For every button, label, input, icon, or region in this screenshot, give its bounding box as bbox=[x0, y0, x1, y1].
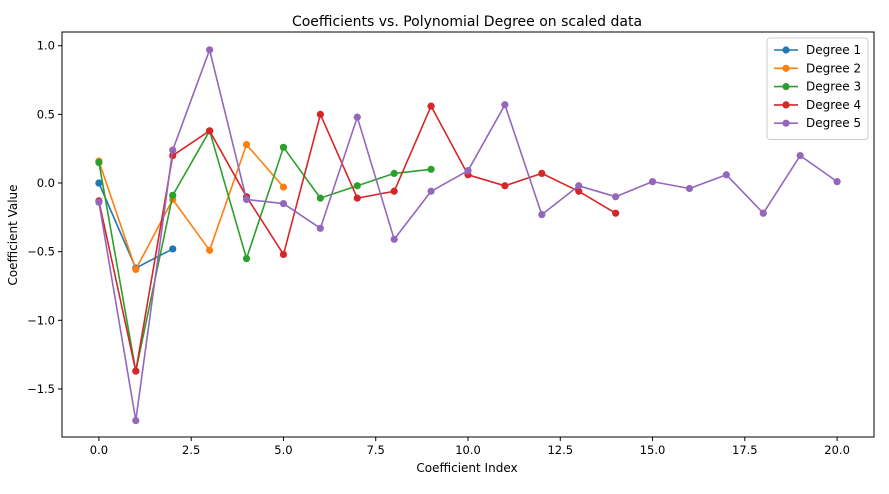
legend-label: Degree 1 bbox=[806, 43, 861, 57]
series-line bbox=[98, 143, 285, 271]
series-line bbox=[98, 105, 617, 372]
x-tick-label: 15.0 bbox=[640, 443, 666, 457]
x-tick-label: 12.5 bbox=[547, 443, 573, 457]
data-point bbox=[501, 182, 509, 190]
data-point bbox=[169, 146, 177, 154]
data-point bbox=[353, 182, 361, 190]
y-axis-label: Coefficient Value bbox=[6, 184, 20, 285]
data-point bbox=[279, 200, 288, 208]
series-line bbox=[98, 48, 838, 422]
plot-area bbox=[95, 46, 841, 425]
data-point bbox=[612, 193, 620, 201]
data-point bbox=[390, 187, 398, 195]
chart-title: Coefficients vs. Polynomial Degree on sc… bbox=[292, 14, 642, 30]
legend-swatch-marker bbox=[782, 119, 790, 127]
legend-swatch-marker bbox=[782, 101, 790, 109]
legend-swatch-marker bbox=[782, 83, 790, 91]
legend-item: Degree 4 bbox=[774, 98, 861, 112]
y-tick-label: 0.0 bbox=[37, 176, 55, 190]
data-point bbox=[390, 235, 398, 243]
data-point bbox=[575, 182, 583, 190]
data-point bbox=[279, 250, 288, 259]
y-tick-label: 0.5 bbox=[37, 107, 55, 121]
data-point bbox=[242, 195, 251, 204]
data-point bbox=[316, 194, 324, 202]
data-point bbox=[132, 265, 140, 274]
legend-label: Degree 2 bbox=[806, 61, 861, 75]
legend-label: Degree 4 bbox=[806, 98, 861, 112]
legend-label: Degree 5 bbox=[806, 116, 861, 130]
legend-item: Degree 3 bbox=[774, 80, 861, 94]
y-tick-label: −0.5 bbox=[27, 245, 55, 259]
data-point bbox=[538, 169, 546, 178]
data-point bbox=[612, 209, 620, 217]
data-point bbox=[206, 246, 214, 254]
legend: Degree 1 Degree 2 Degree 3 Degree 4 Degree 5 bbox=[766, 37, 869, 140]
x-axis-label: Coefficient Index bbox=[416, 461, 517, 475]
data-point bbox=[206, 46, 214, 54]
x-axis: 0.0 2.5 5.0 7.5 10.0 12.5 15.0 17.5 20.0 bbox=[90, 437, 850, 457]
data-point bbox=[279, 143, 288, 151]
data-point bbox=[648, 178, 657, 186]
legend-swatch-marker bbox=[782, 46, 790, 54]
legend-box bbox=[766, 37, 869, 140]
data-point bbox=[95, 198, 103, 206]
data-point bbox=[685, 184, 694, 193]
data-point bbox=[242, 140, 251, 149]
plot-frame bbox=[61, 31, 875, 438]
series-degree-4 bbox=[95, 102, 620, 375]
legend-swatch-marker bbox=[782, 64, 790, 72]
data-point bbox=[427, 102, 435, 110]
y-tick-label: −1.0 bbox=[27, 313, 55, 327]
data-point bbox=[353, 194, 361, 202]
legend-label: Degree 3 bbox=[806, 80, 861, 94]
data-point bbox=[427, 187, 435, 195]
data-point bbox=[353, 113, 361, 121]
data-point bbox=[316, 110, 324, 118]
data-point bbox=[206, 127, 214, 135]
series-degree-1 bbox=[95, 179, 177, 272]
y-tick-label: −1.5 bbox=[27, 382, 55, 396]
data-point bbox=[427, 165, 435, 173]
data-point bbox=[833, 178, 841, 186]
legend-item: Degree 2 bbox=[774, 61, 861, 75]
y-axis: −1.5 −1.0 −0.5 0.0 0.5 1.0 bbox=[27, 39, 62, 396]
data-point bbox=[722, 171, 730, 179]
x-tick-label: 10.0 bbox=[455, 443, 481, 457]
data-point bbox=[501, 101, 509, 109]
data-point bbox=[464, 167, 472, 175]
data-point bbox=[796, 151, 804, 160]
data-point bbox=[575, 187, 583, 195]
x-tick-label: 17.5 bbox=[732, 443, 758, 457]
data-point bbox=[95, 158, 103, 167]
data-point bbox=[316, 224, 324, 232]
series-degree-5 bbox=[95, 46, 841, 425]
y-tick-label: 1.0 bbox=[37, 39, 55, 53]
series-degree-2 bbox=[95, 140, 288, 274]
x-tick-label: 20.0 bbox=[824, 443, 850, 457]
data-point bbox=[538, 210, 546, 219]
legend-item: Degree 5 bbox=[774, 116, 861, 130]
data-point bbox=[132, 367, 140, 375]
legend-item: Degree 1 bbox=[774, 43, 861, 57]
data-point bbox=[759, 209, 767, 217]
x-tick-label: 7.5 bbox=[367, 443, 385, 457]
data-point bbox=[242, 254, 251, 263]
data-point bbox=[169, 245, 177, 253]
data-point bbox=[132, 416, 140, 425]
data-point bbox=[95, 179, 103, 187]
x-tick-label: 0.0 bbox=[90, 443, 108, 457]
x-tick-label: 2.5 bbox=[182, 443, 200, 457]
data-point bbox=[279, 183, 288, 191]
data-point bbox=[390, 169, 398, 178]
x-tick-label: 5.0 bbox=[274, 443, 292, 457]
data-point bbox=[169, 191, 177, 199]
